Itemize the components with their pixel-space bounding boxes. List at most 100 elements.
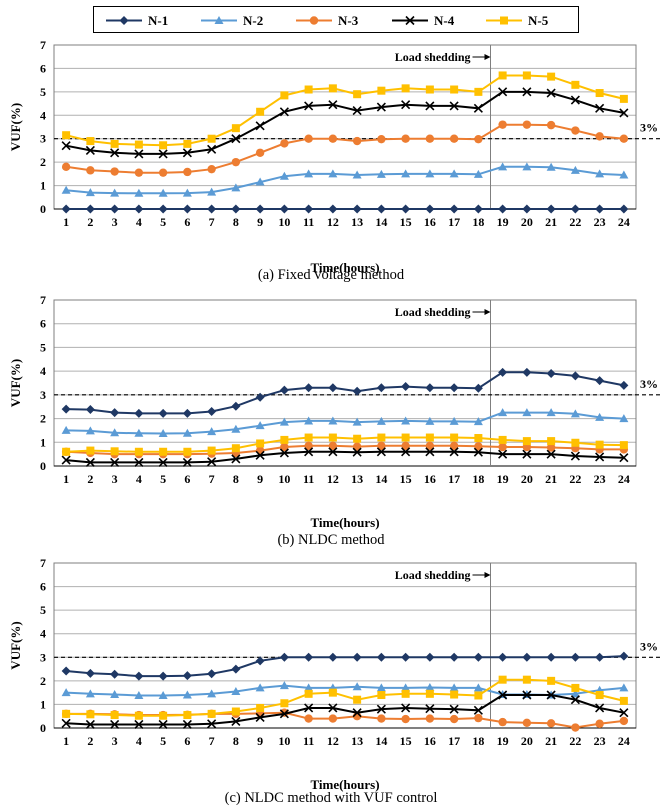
data-point — [474, 134, 483, 144]
data-point — [425, 416, 435, 425]
x-tick-label: 6 — [184, 472, 190, 486]
load-shedding-arrow-head — [484, 54, 491, 60]
legend-label: N-4 — [434, 13, 455, 28]
plot-frame — [53, 562, 637, 729]
data-point — [279, 107, 289, 117]
x-tick-label: 10 — [278, 215, 290, 229]
x-tick-label: 17 — [448, 472, 460, 486]
x-tick-label: 24 — [618, 215, 630, 229]
x-tick-label: 13 — [351, 472, 363, 486]
y-tick-label: 4 — [40, 627, 46, 641]
data-point — [546, 449, 556, 459]
data-point — [182, 719, 192, 730]
data-point — [231, 401, 241, 411]
data-point — [352, 708, 362, 718]
series-n-5 — [62, 675, 628, 720]
y-tick-label: 3 — [40, 650, 46, 664]
data-point — [498, 367, 508, 377]
data-point — [449, 704, 459, 714]
data-point — [595, 452, 605, 462]
data-point — [450, 690, 459, 699]
data-point — [158, 168, 168, 177]
data-point — [279, 385, 289, 395]
series-line — [66, 436, 624, 453]
data-point — [425, 714, 435, 723]
data-point — [158, 457, 168, 468]
data-point — [182, 428, 192, 437]
data-point — [425, 704, 435, 714]
x-tick-label: 1 — [63, 472, 69, 486]
data-point — [570, 204, 580, 214]
data-point — [304, 433, 313, 442]
data-point — [159, 711, 168, 720]
y-tick-label: 3 — [40, 388, 46, 402]
x-tick-label: 21 — [545, 734, 557, 748]
y-tick-label: 5 — [40, 340, 46, 354]
data-point — [110, 204, 120, 214]
data-point — [449, 134, 459, 143]
series-n-5 — [62, 71, 628, 150]
x-tick-label: 12 — [327, 734, 339, 748]
data-point — [595, 691, 604, 699]
data-point — [619, 94, 628, 103]
y-axis-title: VUF(%) — [8, 359, 23, 407]
data-point — [158, 690, 168, 699]
data-point — [231, 204, 241, 214]
y-tick-label: 2 — [40, 155, 46, 169]
x-tick-label: 8 — [233, 215, 239, 229]
data-point — [183, 139, 192, 148]
series-n-4 — [61, 690, 629, 730]
data-point — [182, 148, 192, 158]
data-point — [401, 689, 410, 698]
series-line — [65, 90, 625, 155]
y-tick-label: 6 — [40, 61, 46, 75]
data-point — [183, 711, 192, 720]
data-point — [328, 84, 337, 93]
data-point — [255, 204, 265, 214]
data-point — [255, 121, 265, 131]
data-point — [328, 652, 338, 662]
legend-label: N-3 — [338, 13, 359, 28]
x-axis-title: Time(hours) — [310, 515, 379, 530]
x-tick-label: 11 — [303, 472, 314, 486]
y-tick-label: 2 — [40, 674, 46, 688]
data-point — [183, 167, 192, 177]
data-point — [401, 84, 410, 93]
data-point — [401, 204, 411, 214]
x-tick-label: 19 — [497, 734, 509, 748]
data-point — [522, 204, 532, 214]
y-tick-label: 1 — [40, 435, 46, 449]
data-point — [425, 383, 435, 393]
data-point — [231, 134, 241, 144]
legend-graphic: N-1 N-2 N-3 N-4 N-5 — [106, 13, 549, 28]
series-line — [66, 450, 624, 464]
data-point — [255, 683, 265, 692]
data-point — [522, 449, 532, 459]
data-point — [425, 169, 435, 178]
data-point — [401, 100, 411, 110]
data-point — [86, 166, 95, 175]
x-tick-label: 16 — [424, 734, 436, 748]
data-point — [425, 689, 434, 698]
load-shedding-arrow-head — [484, 572, 491, 578]
data-point — [85, 457, 95, 468]
series-line — [65, 123, 624, 174]
data-point — [207, 134, 216, 143]
data-point — [474, 434, 483, 443]
data-point — [85, 405, 95, 415]
y-tick-label: 4 — [40, 108, 46, 122]
data-point — [328, 204, 338, 214]
y-axis-title: VUF(%) — [8, 103, 23, 151]
data-point — [61, 162, 71, 172]
data-point — [231, 183, 241, 192]
x-tick-label: 18 — [472, 215, 484, 229]
data-point — [255, 450, 265, 460]
data-point — [158, 188, 168, 197]
data-point — [255, 712, 265, 722]
data-point — [304, 652, 314, 662]
data-point — [546, 719, 556, 728]
series-n-5 — [62, 433, 628, 456]
data-point — [255, 177, 265, 186]
data-point — [352, 682, 362, 691]
data-point — [85, 426, 95, 435]
